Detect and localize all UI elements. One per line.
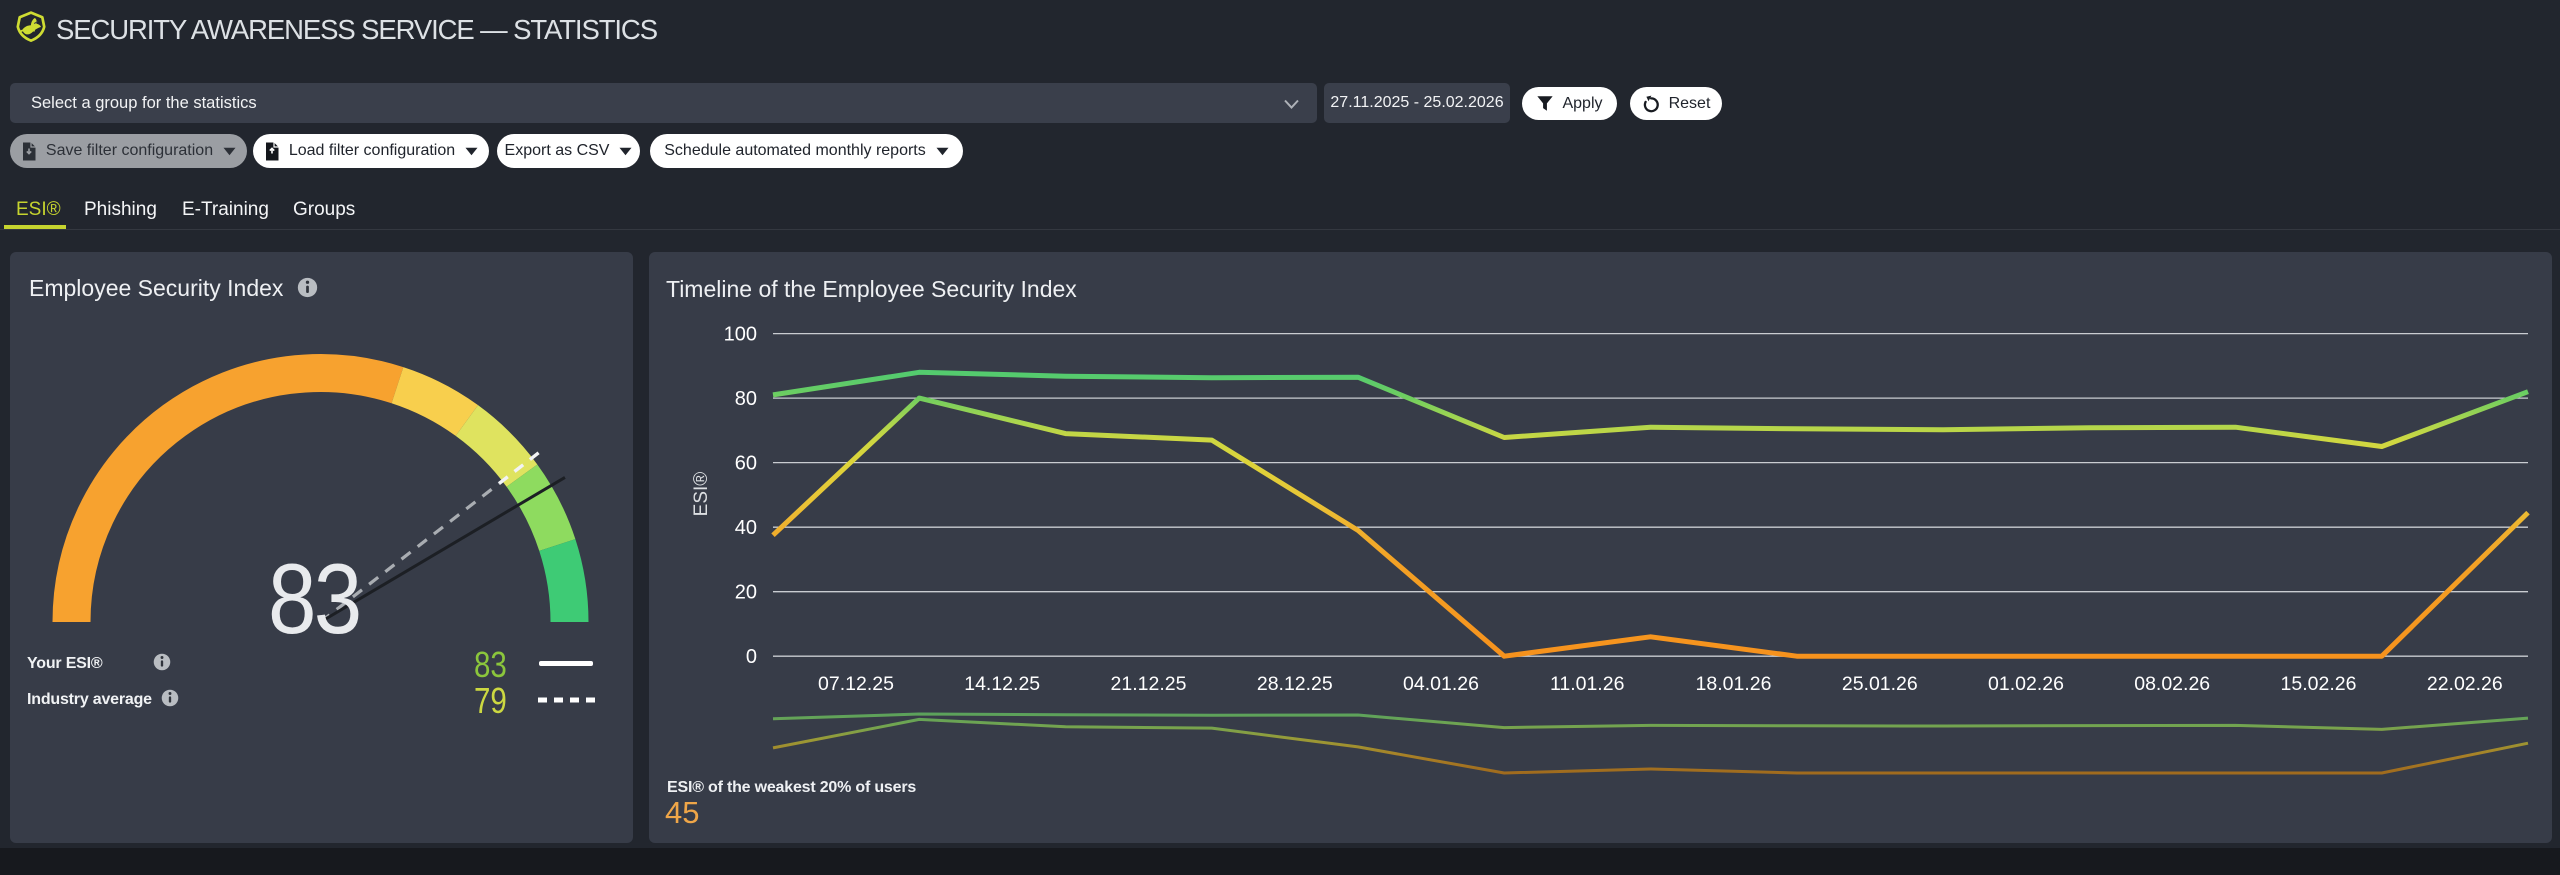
svg-text:100: 100	[724, 324, 757, 346]
svg-text:15.02.26: 15.02.26	[2281, 673, 2357, 695]
svg-text:01.02.26: 01.02.26	[1988, 673, 2064, 695]
svg-text:80: 80	[735, 388, 757, 410]
svg-text:08.02.26: 08.02.26	[2134, 673, 2210, 695]
svg-text:07.12.25: 07.12.25	[818, 673, 894, 695]
svg-text:ESI®: ESI®	[691, 472, 712, 517]
svg-text:40: 40	[735, 517, 757, 539]
svg-text:60: 60	[735, 453, 757, 475]
svg-text:0: 0	[746, 646, 757, 668]
svg-text:25.01.26: 25.01.26	[1842, 673, 1918, 695]
svg-text:22.02.26: 22.02.26	[2427, 673, 2503, 695]
svg-text:21.12.25: 21.12.25	[1111, 673, 1187, 695]
svg-text:28.12.25: 28.12.25	[1257, 673, 1333, 695]
svg-text:14.12.25: 14.12.25	[964, 673, 1040, 695]
svg-text:18.01.26: 18.01.26	[1696, 673, 1772, 695]
svg-text:20: 20	[735, 582, 757, 604]
svg-text:04.01.26: 04.01.26	[1403, 673, 1479, 695]
svg-text:11.01.26: 11.01.26	[1550, 673, 1624, 695]
